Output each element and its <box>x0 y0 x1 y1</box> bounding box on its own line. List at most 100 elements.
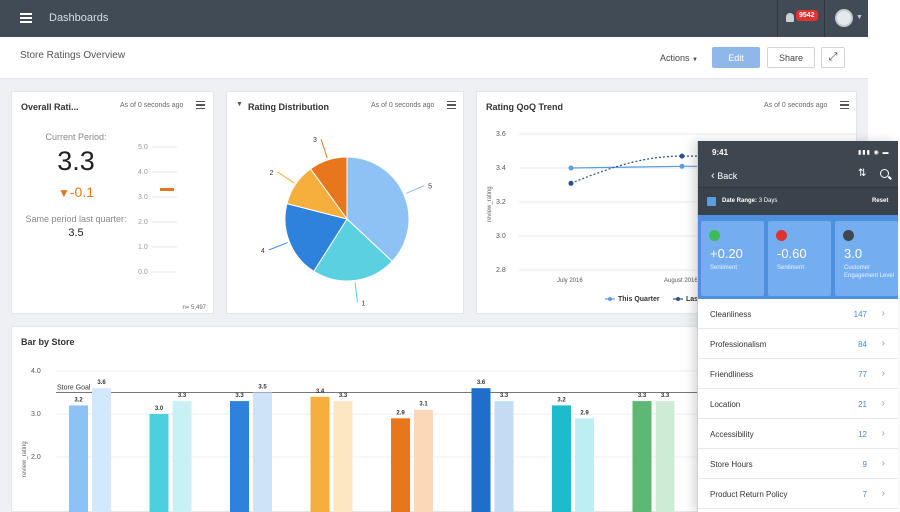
chevron-down-icon[interactable]: ▼ <box>856 14 863 21</box>
reset-button[interactable]: Reset <box>872 198 889 204</box>
bar-value-label: 3.3 <box>235 393 244 399</box>
kpi-tile[interactable]: +0.20 Sentiment <box>701 221 764 296</box>
list-item-label: Location <box>710 400 741 409</box>
list-item[interactable]: Product Return Policy 7 › <box>698 479 898 509</box>
y-axis-label: review_rating <box>487 186 493 222</box>
actions-dropdown[interactable]: Actions ▼ <box>660 53 698 63</box>
y-tick-label: 3.2 <box>496 199 506 206</box>
series-last-quarter[interactable] <box>570 155 777 184</box>
date-range[interactable]: Date Range: 3 Days <box>722 198 778 204</box>
bar-value-label: 3.3 <box>178 393 187 399</box>
y-tick-label: 2.0 <box>31 454 41 461</box>
overall-rating-card: Overall Rati... As of 0 seconds ago Curr… <box>11 91 214 314</box>
hamburger-menu-icon[interactable] <box>20 13 32 23</box>
bar[interactable] <box>632 401 652 512</box>
search-icon[interactable] <box>880 169 889 178</box>
bar[interactable] <box>494 401 514 512</box>
bar-value-label: 2.9 <box>580 410 589 416</box>
edit-button[interactable]: Edit <box>712 47 760 68</box>
bar[interactable] <box>172 401 192 512</box>
share-button[interactable]: Share <box>767 47 815 68</box>
card-title: Bar by Store <box>21 337 75 347</box>
thumbs-down-icon <box>776 230 787 241</box>
chevron-right-icon: › <box>881 368 885 379</box>
scale-tick-label: 0.0 <box>138 269 148 276</box>
kpi-tile[interactable]: 3.0 Customer Engagement Level <box>835 221 898 296</box>
sort-icon[interactable]: ⇅ <box>858 168 867 179</box>
previous-rating-value: 3.5 <box>68 227 84 239</box>
kpi-tiles: +0.20 Sentiment -0.60 Sentiment 3.0 Customer … <box>698 215 898 299</box>
bar-value-label: 3.2 <box>557 397 566 403</box>
filter-icon[interactable]: ▼ <box>236 101 243 108</box>
list-item-count: 7 <box>862 490 867 499</box>
pie-slice[interactable] <box>346 156 410 263</box>
list-item[interactable]: Cleanliness 147 › <box>698 299 898 329</box>
last-updated: As of 0 seconds ago <box>764 102 828 109</box>
bar-value-label: 3.6 <box>97 380 106 386</box>
list-item[interactable]: Store Hours 9 › <box>698 449 898 479</box>
pie-leader-line <box>268 242 288 251</box>
scale-tick-label: 3.0 <box>138 194 148 201</box>
x-tick-label: July 2016 <box>557 278 583 284</box>
chevron-right-icon: › <box>881 488 885 499</box>
list-item-count: 9 <box>862 460 867 469</box>
y-tick-label: 3.6 <box>496 131 506 138</box>
list-item[interactable]: Professionalism 84 › <box>698 329 898 359</box>
bar[interactable] <box>230 401 249 512</box>
bar[interactable] <box>575 418 594 512</box>
bar[interactable] <box>253 392 272 512</box>
list-item[interactable]: Location 21 › <box>698 389 898 419</box>
bar-value-label: 3.0 <box>155 406 164 412</box>
bar[interactable] <box>655 401 675 512</box>
sample-size: n= 5,497 <box>182 305 206 311</box>
data-point[interactable] <box>679 153 685 159</box>
y-axis-label: review_rating <box>22 441 28 477</box>
data-point[interactable] <box>568 180 574 186</box>
date-range-bar: Date Range: 3 Days Reset <box>698 187 898 215</box>
bar[interactable] <box>391 418 410 512</box>
y-tick-label: 4.0 <box>31 368 41 375</box>
bar[interactable] <box>310 396 330 512</box>
card-menu-icon[interactable] <box>447 101 456 109</box>
y-tick-label: 3.0 <box>31 411 41 418</box>
card-title: Overall Rati... <box>21 102 79 112</box>
bar[interactable] <box>471 388 491 512</box>
previous-period-label: Same period last quarter: <box>25 214 127 224</box>
bar[interactable] <box>414 409 433 512</box>
list-item-count: 21 <box>858 400 867 409</box>
kpi-value: +0.20 <box>710 246 743 261</box>
card-menu-icon[interactable] <box>840 101 849 109</box>
expand-icon[interactable]: ⤢ <box>821 47 845 68</box>
list-item[interactable]: Accessibility 12 › <box>698 419 898 449</box>
pie-slice[interactable] <box>309 156 348 221</box>
scale-tick-label: 5.0 <box>138 144 148 151</box>
card-menu-icon[interactable] <box>196 101 205 109</box>
page-header: Store Ratings Overview Actions ▼ Edit Sh… <box>0 37 868 79</box>
back-button[interactable]: ‹ Back <box>711 170 738 182</box>
signal-wifi-battery-icon: ▮▮▮ ◉ ▬ <box>858 150 890 156</box>
bar[interactable] <box>92 388 111 512</box>
pie-slice[interactable] <box>284 202 348 273</box>
bar-value-label: 3.2 <box>74 397 83 403</box>
mobile-nav-bar: ‹ Back ⇅ <box>698 163 898 187</box>
app-title: Dashboards <box>49 12 109 24</box>
bar-value-label: 3.3 <box>661 393 670 399</box>
bar[interactable] <box>149 414 169 512</box>
scale-tick-label: 4.0 <box>138 169 148 176</box>
chevron-right-icon: › <box>881 338 885 349</box>
bar[interactable] <box>552 405 571 512</box>
bell-icon[interactable] <box>786 13 794 22</box>
avatar[interactable] <box>835 9 853 27</box>
data-point[interactable] <box>679 163 685 169</box>
bar[interactable] <box>69 405 88 512</box>
kpi-tile[interactable]: -0.60 Sentiment <box>768 221 831 296</box>
notification-badge: 9542 <box>796 10 818 21</box>
bar[interactable] <box>333 401 353 512</box>
pie-slice[interactable] <box>313 218 393 282</box>
data-point[interactable] <box>568 165 574 171</box>
list-item[interactable]: Friendliness 77 › <box>698 359 898 389</box>
current-rating-marker <box>160 188 174 191</box>
rating-distribution-card: ▼ Rating Distribution As of 0 seconds ag… <box>226 91 464 314</box>
pie-leader-line <box>405 185 425 195</box>
